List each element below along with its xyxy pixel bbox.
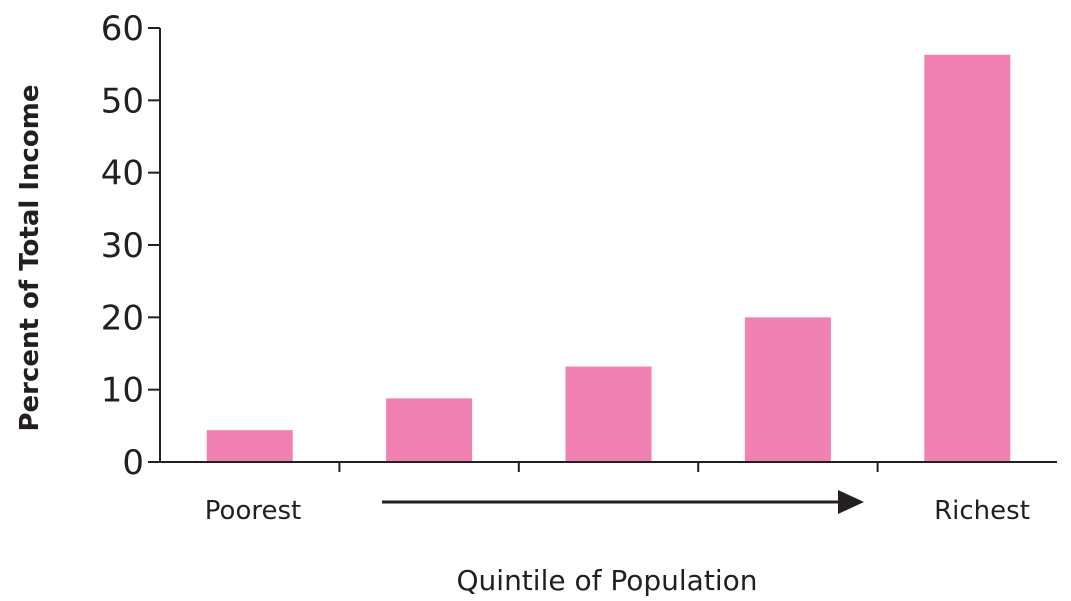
bar-1 (206, 430, 293, 462)
bar-2 (386, 398, 473, 462)
y-tick-label: 60 (101, 9, 144, 49)
x-ticks (338, 462, 879, 472)
y-tick-label: 30 (101, 226, 144, 266)
y-ticks: 0 10 20 30 40 50 60 (101, 9, 160, 483)
y-axis-title: Percent of Total Income (15, 84, 45, 431)
x-axis-title: Quintile of Population (457, 564, 758, 597)
y-tick-label: 10 (101, 371, 144, 411)
direction-arrow (382, 490, 864, 514)
y-tick-label: 40 (101, 154, 144, 194)
y-tick-label: 50 (101, 81, 144, 121)
x-annotation-left: Poorest (205, 496, 301, 526)
y-tick-label: 20 (101, 298, 144, 338)
bar-4 (744, 317, 831, 462)
bar-3 (565, 366, 652, 462)
bar-5 (924, 54, 1011, 462)
arrow-head-icon (838, 490, 864, 514)
x-annotation-right: Richest (934, 496, 1030, 526)
bars (206, 54, 1011, 462)
y-tick-label: 0 (122, 443, 144, 483)
